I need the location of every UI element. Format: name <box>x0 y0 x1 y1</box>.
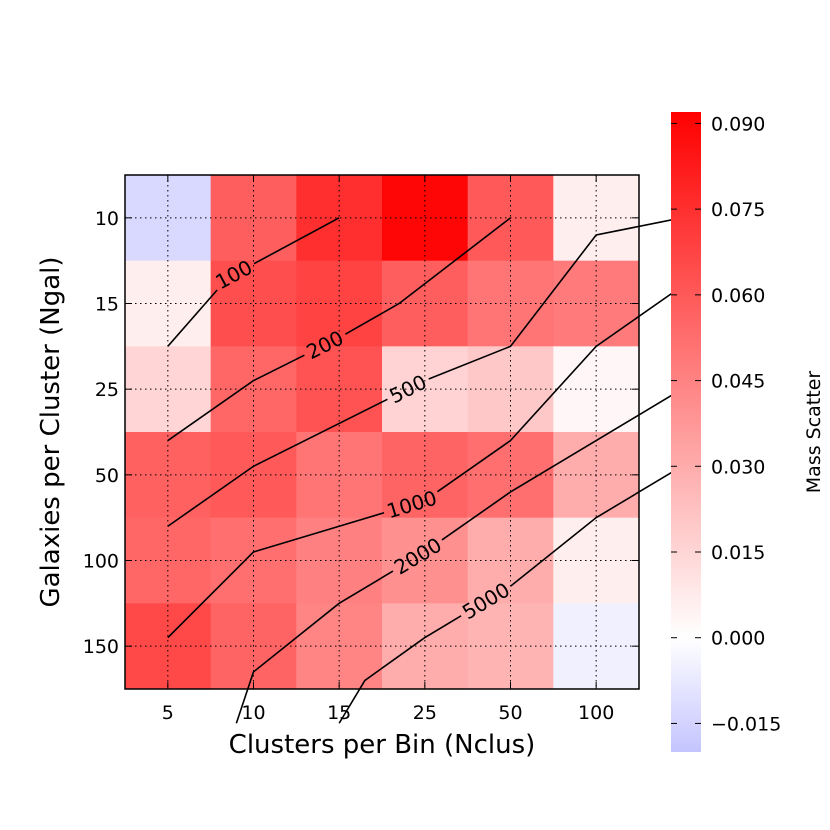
colorbar-tick-label: 0.090 <box>711 113 765 135</box>
plot-frame <box>124 174 640 690</box>
x-ticks: 5 10 15 25 50 100 <box>162 175 614 724</box>
heatmap-cell <box>210 346 297 433</box>
contour-line <box>167 289 218 347</box>
x-tick-label: 50 <box>498 702 522 724</box>
colorbar-tick-label: 0.045 <box>711 371 765 393</box>
contour-line <box>253 217 340 265</box>
heatmap-cell <box>125 260 212 347</box>
x-tick-label: 15 <box>327 702 351 724</box>
heatmap-cell <box>296 175 383 262</box>
y-tick-label: 25 <box>95 379 119 401</box>
contour-line <box>344 217 511 335</box>
x-axis-label: Clusters per Bin (Nclus) <box>229 730 536 760</box>
y-ticks: 10 15 25 50 100 150 <box>83 208 639 658</box>
y-tick-label: 150 <box>83 636 119 658</box>
y-tick-label: 10 <box>95 208 119 230</box>
heatmap-cell <box>296 346 383 433</box>
colorbar-tick-label: 0.075 <box>711 199 765 221</box>
contour-line <box>167 354 305 442</box>
grid-lines <box>125 175 639 689</box>
colorbar-tick-label: 0.030 <box>711 456 765 478</box>
colorbar-tick-label: 0.060 <box>711 285 765 307</box>
heatmap-cells <box>125 175 640 690</box>
contour-line <box>235 570 394 724</box>
colorbar-tick-label: 0.000 <box>711 628 765 650</box>
contour-line <box>167 512 385 639</box>
y-axis-label: Galaxies per Cluster (Ngal) <box>36 256 66 607</box>
colorbar-label: Mass Scatter <box>803 371 825 494</box>
colorbar <box>671 112 701 752</box>
x-tick-label: 10 <box>241 702 265 724</box>
y-tick-label: 15 <box>95 294 119 316</box>
x-tick-label: 25 <box>413 702 437 724</box>
x-tick-label: 100 <box>578 702 614 724</box>
heatmap-cell <box>125 175 212 262</box>
y-tick-label: 50 <box>95 465 119 487</box>
colorbar-ticks: 0.090 0.075 0.060 0.045 0.030 0.015 0.000 −0.01… <box>671 113 781 735</box>
contour-line <box>338 615 462 724</box>
contour-line <box>510 465 683 587</box>
colorbar-tick-label: −0.015 <box>711 713 781 735</box>
y-tick-label: 100 <box>83 551 119 573</box>
colorbar-tick-label: 0.015 <box>711 542 765 564</box>
contour-line <box>167 398 388 527</box>
x-tick-label: 5 <box>162 702 174 724</box>
